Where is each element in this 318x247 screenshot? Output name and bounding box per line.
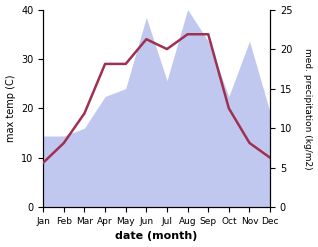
Y-axis label: max temp (C): max temp (C) (5, 75, 16, 142)
X-axis label: date (month): date (month) (115, 231, 198, 242)
Y-axis label: med. precipitation (kg/m2): med. precipitation (kg/m2) (303, 48, 313, 169)
